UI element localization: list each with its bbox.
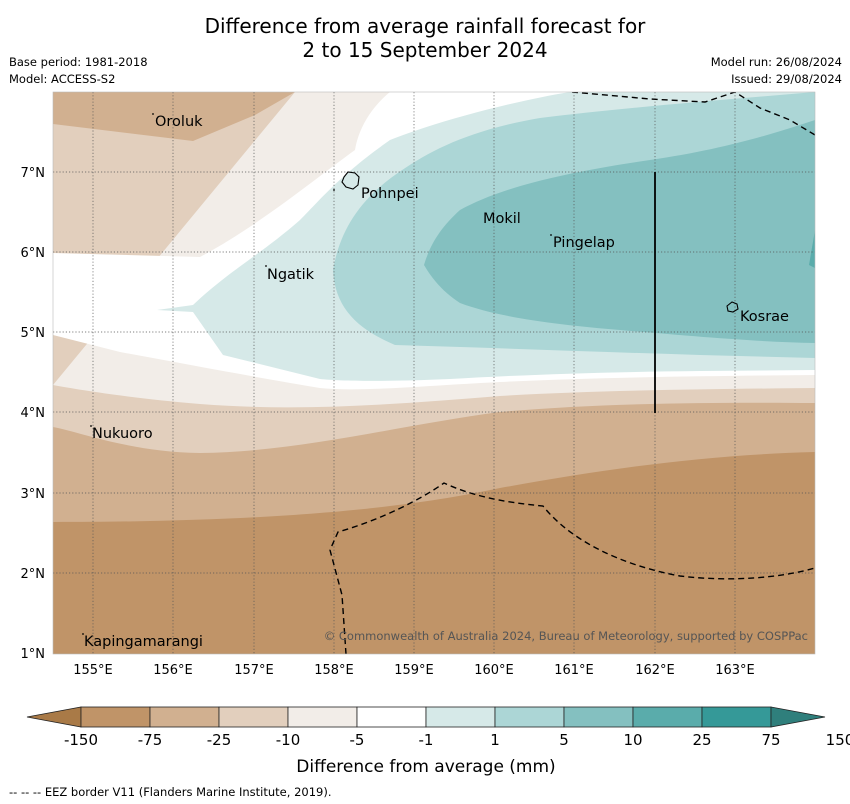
map-title: Difference from average rainfall forecas… (0, 14, 850, 62)
model-run: Model run: 26/08/2024 (710, 55, 842, 69)
lon-tick-label: 158°E (314, 663, 354, 678)
place-label-kapingamarangi: Kapingamarangi (84, 634, 203, 650)
lat-tick-label: 4°N (21, 406, 46, 421)
run-info-left: Base period: 1981-2018 Model: ACCESS-S2 (9, 54, 148, 88)
rainfall-map (53, 92, 815, 654)
lat-tick-label: 2°N (21, 567, 46, 582)
colorbar-arrow-left (26, 706, 82, 728)
place-label-pohnpei: Pohnpei (361, 186, 419, 202)
longitude-axis: 155°E 156°E 157°E 158°E 159°E 160°E 161°… (73, 663, 755, 678)
colorbar-tick-label: 10 (623, 731, 642, 749)
lat-tick-label: 1°N (21, 647, 46, 662)
colorbar-title: Difference from average (mm) (296, 757, 555, 777)
colorbar-tick-label: 1 (490, 731, 500, 749)
kosrae-island (726, 301, 739, 313)
colorbar-labels: -150 -75 -25 -10 -5 -1 1 5 10 25 75 150 (64, 731, 850, 749)
colorbar-segments (80, 706, 772, 728)
colorbar-segment (701, 706, 772, 728)
colorbar-segment (563, 706, 634, 728)
colorbar-tick-label: -25 (207, 731, 232, 749)
colorbar: -150 -75 -25 -10 -5 -1 1 5 10 25 75 150 Difference … (26, 706, 850, 777)
colorbar-segment (80, 706, 151, 728)
title-line-2: 2 to 15 September 2024 (302, 38, 548, 62)
band-plus-75 (809, 230, 815, 268)
place-label-pingelap: Pingelap (553, 235, 615, 251)
latitude-axis: 7°N 6°N 5°N 4°N 3°N 2°N 1°N (21, 166, 46, 662)
base-period: Base period: 1981-2018 (9, 55, 148, 69)
band-plus-25 (424, 120, 815, 343)
colorbar-tick-label: 75 (761, 731, 780, 749)
atoll-markers (82, 113, 552, 635)
place-label-ngatik: Ngatik (267, 267, 315, 283)
colorbar-arrow-right (770, 706, 826, 728)
lon-tick-label: 157°E (234, 663, 274, 678)
place-labels: Oroluk Pohnpei Mokil Pingelap Ngatik Kos… (84, 114, 789, 650)
map-frame (52, 91, 816, 655)
colorbar-tick-label: 25 (692, 731, 711, 749)
colorbar-segment (425, 706, 496, 728)
title-line-1: Difference from average rainfall forecas… (204, 14, 646, 38)
lon-tick-label: 163°E (715, 663, 755, 678)
graticule (53, 92, 815, 654)
place-label-nukuoro: Nukuoro (92, 426, 153, 442)
place-label-kosrae: Kosrae (740, 309, 789, 325)
lon-tick-label: 160°E (474, 663, 514, 678)
place-label-oroluk: Oroluk (155, 114, 203, 130)
lat-tick-label: 6°N (21, 246, 46, 261)
lon-tick-label: 155°E (73, 663, 113, 678)
colorbar-tick-label: 5 (559, 731, 569, 749)
model-name: Model: ACCESS-S2 (9, 72, 116, 86)
eez-border (329, 92, 815, 654)
lon-tick-label: 161°E (554, 663, 594, 678)
colorbar-tick-label: 150 (826, 731, 850, 749)
colorbar-tick-label: -1 (419, 731, 434, 749)
lon-tick-label: 156°E (153, 663, 193, 678)
lat-tick-label: 3°N (21, 487, 46, 502)
colorbar-tick-label: -10 (276, 731, 301, 749)
colorbar-tick-label: -5 (350, 731, 365, 749)
colorbar-segment (356, 706, 427, 728)
lat-tick-label: 7°N (21, 166, 46, 181)
colorbar-segment (494, 706, 565, 728)
lat-tick-label: 5°N (21, 326, 46, 341)
colorbar-tick-label: -150 (64, 731, 98, 749)
colorbar-segment (149, 706, 220, 728)
colorbar-segment (218, 706, 289, 728)
run-info-right: Model run: 26/08/2024 Issued: 29/08/2024 (711, 54, 842, 88)
band-minus-25-north (53, 92, 295, 141)
lon-tick-label: 162°E (635, 663, 675, 678)
issued-date: Issued: 29/08/2024 (731, 72, 842, 86)
lon-tick-label: 159°E (394, 663, 434, 678)
colorbar-segment (287, 706, 358, 728)
colorbar-segment (632, 706, 703, 728)
place-label-mokil: Mokil (483, 211, 521, 227)
eez-footnote: -- -- -- EEZ border V11 (Flanders Marine… (9, 785, 332, 799)
colorbar-tick-label: -75 (138, 731, 163, 749)
pohnpei-island (341, 171, 360, 190)
copyright-notice: © Commonwealth of Australia 2024, Bureau… (324, 629, 808, 643)
